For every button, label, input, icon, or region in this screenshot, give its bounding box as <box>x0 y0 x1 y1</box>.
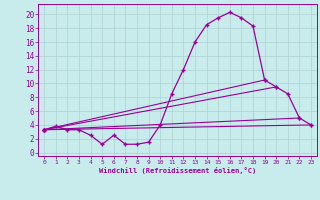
X-axis label: Windchill (Refroidissement éolien,°C): Windchill (Refroidissement éolien,°C) <box>99 167 256 174</box>
